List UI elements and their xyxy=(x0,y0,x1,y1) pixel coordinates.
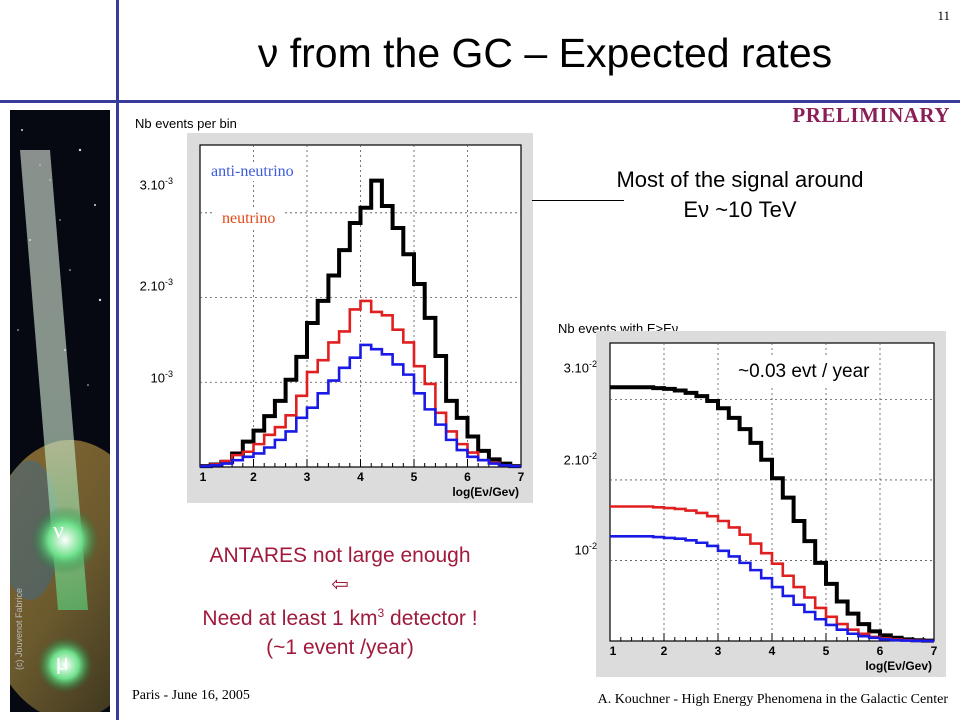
chart1-ylabel: Nb events per bin xyxy=(135,116,237,131)
page-number: 11 xyxy=(937,8,950,23)
chart1-xtick-label: 6 xyxy=(464,470,471,484)
page-title: ν from the GC – Expected rates xyxy=(257,30,833,76)
footer-author: A. Kouchner - High Energy Phenomena in t… xyxy=(597,692,948,707)
legend-neutrino: neutrino xyxy=(214,210,284,228)
chart2-plot-area xyxy=(609,342,935,642)
chart1-series-2 xyxy=(200,343,521,468)
galactic-center-image: ν μ (c) Jouvenot Fabrice xyxy=(10,110,110,712)
muon-symbol: μ xyxy=(56,650,69,675)
title-divider-horizontal xyxy=(0,100,960,103)
chart2-ytick-3: 3.10-2 xyxy=(563,359,597,376)
left-arrow-icon: ⇦ xyxy=(331,573,349,596)
chart2-xtick-label: 5 xyxy=(823,644,830,658)
chart2-xtick-label: 2 xyxy=(661,644,668,658)
chart1-xtick-label: 5 xyxy=(411,470,418,484)
chart2-ytick-2: 2.10-2 xyxy=(563,451,597,468)
image-credit: (c) Jouvenot Fabrice xyxy=(14,588,24,670)
chart1-series-0 xyxy=(200,178,521,469)
chart1-xtick-label: 4 xyxy=(357,470,364,484)
conclusion-line3: (~1 event /year) xyxy=(266,636,414,659)
signal-note: Most of the signal around Eν ~10 TeV xyxy=(560,165,920,225)
chart2-series-2 xyxy=(610,534,934,643)
chart1-ytick-1: 10-3 xyxy=(150,369,173,386)
chart1-xtick-label: 3 xyxy=(304,470,311,484)
footer-date: Paris - June 16, 2005 xyxy=(132,688,250,703)
chart1-xtick-label: 1 xyxy=(200,470,207,484)
chart1-xtick-label: 2 xyxy=(250,470,257,484)
signal-pointer-line xyxy=(532,200,624,201)
title-divider-vertical xyxy=(116,0,119,720)
chart1-ytick-2: 2.10-3 xyxy=(139,277,173,294)
chart2-xlabel: log(Eν/Gev) xyxy=(865,659,932,673)
preliminary-stamp: PRELIMINARY xyxy=(792,103,950,127)
chart2-series-0 xyxy=(610,385,934,643)
chart2-xtick-label: 3 xyxy=(715,644,722,658)
chart1-ytick-3: 3.10-3 xyxy=(139,176,173,193)
rate-annotation: ~0.03 evt / year xyxy=(731,358,877,386)
neutrino-symbol: ν xyxy=(53,518,64,544)
conclusion-text: ANTARES not large enough ⇦ Need at least… xyxy=(140,541,540,662)
chart2-xtick-label: 1 xyxy=(610,644,617,658)
signal-note-line1: Most of the signal around xyxy=(616,167,864,192)
chart2-xtick-label: 4 xyxy=(769,644,776,658)
chart1-series-1 xyxy=(200,299,521,468)
conclusion-line2: Need at least 1 km3 detector ! xyxy=(202,606,478,630)
chart1-xlabel: log(Eν/Gev) xyxy=(452,485,519,499)
signal-note-line2: Eν ~10 TeV xyxy=(683,197,797,222)
conclusion-line1: ANTARES not large enough xyxy=(209,544,471,567)
legend-anti-neutrino: anti-neutrino xyxy=(203,163,302,181)
chart1-xtick-label: 7 xyxy=(518,470,525,484)
chart2-ytick-1: 10-2 xyxy=(574,541,597,558)
chart2-xtick-label: 7 xyxy=(931,644,938,658)
chart2-xtick-label: 6 xyxy=(877,644,884,658)
